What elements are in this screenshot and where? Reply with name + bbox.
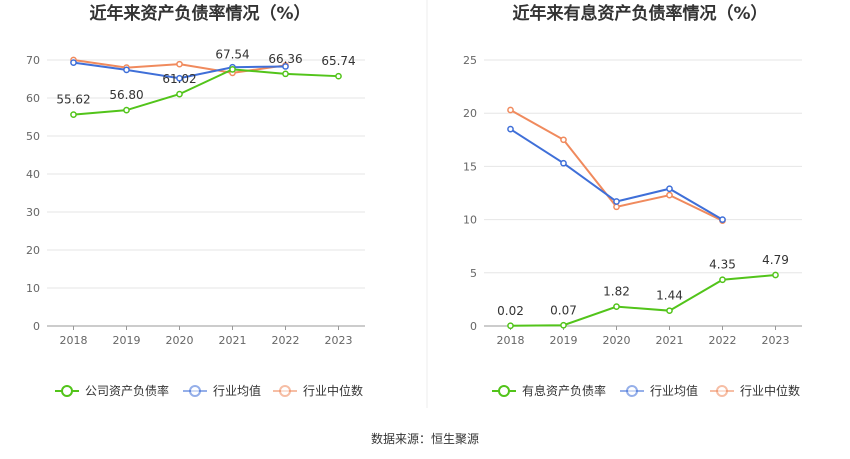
y-tick-label: 10 bbox=[26, 282, 40, 295]
legend-marker bbox=[716, 385, 728, 397]
series-line bbox=[510, 274, 776, 327]
data-label: 0.02 bbox=[497, 304, 524, 318]
data-point bbox=[666, 191, 673, 199]
data-point bbox=[613, 198, 620, 205]
x-tick-label: 2023 bbox=[762, 334, 790, 347]
data-point bbox=[282, 70, 289, 78]
data-point bbox=[560, 136, 567, 144]
x-tick-label: 2018 bbox=[60, 334, 88, 347]
legend-label: 行业中位数 bbox=[303, 383, 363, 398]
x-tick-label: 2021 bbox=[656, 334, 684, 347]
data-point bbox=[719, 276, 726, 284]
x-tick-label: 2019 bbox=[113, 334, 141, 347]
data-label: 65.74 bbox=[321, 54, 355, 68]
y-tick-label: 10 bbox=[463, 214, 477, 227]
series-line bbox=[73, 68, 339, 116]
x-tick-label: 2022 bbox=[272, 334, 300, 347]
data-point bbox=[560, 321, 567, 329]
data-label: 56.80 bbox=[109, 88, 143, 102]
x-tick-label: 2021 bbox=[219, 334, 247, 347]
legend-marker bbox=[61, 385, 73, 397]
data-point bbox=[613, 303, 620, 310]
x-tick-label: 2023 bbox=[325, 334, 353, 347]
y-tick-label: 70 bbox=[26, 54, 40, 67]
data-point bbox=[666, 185, 673, 193]
data-point bbox=[229, 65, 236, 73]
legend-label: 公司资产负债率 bbox=[85, 383, 169, 398]
data-point bbox=[560, 159, 567, 167]
data-point bbox=[666, 307, 673, 315]
y-tick-label: 20 bbox=[26, 244, 40, 257]
data-label: 1.44 bbox=[656, 289, 683, 303]
chart-title: 近年来有息资产负债率情况（%） bbox=[512, 3, 767, 24]
y-tick-label: 15 bbox=[463, 160, 477, 173]
y-tick-label: 0 bbox=[470, 320, 477, 333]
data-label: 4.79 bbox=[762, 253, 789, 267]
data-label: 55.62 bbox=[56, 93, 90, 107]
legend-marker bbox=[279, 385, 291, 397]
data-label: 0.07 bbox=[550, 303, 577, 317]
legend-marker bbox=[498, 385, 510, 397]
x-tick-label: 2020 bbox=[603, 334, 631, 347]
y-tick-label: 5 bbox=[470, 267, 477, 280]
x-tick-label: 2019 bbox=[550, 334, 578, 347]
legend-label: 行业中位数 bbox=[740, 383, 800, 398]
data-point bbox=[507, 125, 514, 133]
debt-ratio-chart: 近年来资产负债率情况（%） 0 10 20 30 40 50 60 70 2018 2019 2020… bbox=[26, 3, 365, 398]
y-tick-label: 60 bbox=[26, 92, 40, 105]
legend-label: 有息资产负债率 bbox=[522, 383, 606, 398]
data-point bbox=[282, 63, 289, 70]
data-point bbox=[772, 271, 779, 279]
x-tick-label: 2020 bbox=[166, 334, 194, 347]
y-tick-label: 25 bbox=[463, 54, 477, 67]
data-point bbox=[176, 90, 183, 98]
data-point bbox=[123, 66, 130, 74]
x-tick-label: 2022 bbox=[709, 334, 737, 347]
data-point bbox=[176, 74, 183, 82]
y-tick-label: 50 bbox=[26, 130, 40, 143]
data-point bbox=[613, 203, 620, 211]
data-point bbox=[176, 60, 183, 68]
data-point bbox=[70, 59, 77, 67]
data-point bbox=[719, 216, 726, 223]
data-source-text: 数据来源：恒生聚源 bbox=[371, 431, 479, 446]
y-tick-label: 20 bbox=[463, 107, 477, 120]
data-label: 61.02 bbox=[162, 72, 196, 86]
legend-label: 行业均值 bbox=[213, 383, 261, 398]
data-point bbox=[335, 72, 342, 80]
y-tick-label: 40 bbox=[26, 168, 40, 181]
chart-title: 近年来资产负债率情况（%） bbox=[89, 3, 310, 24]
data-label: 67.54 bbox=[215, 47, 249, 61]
legend-marker bbox=[626, 385, 638, 397]
legend-marker bbox=[189, 385, 201, 397]
data-label: 1.82 bbox=[603, 285, 630, 299]
data-label: 4.35 bbox=[709, 258, 736, 272]
data-point bbox=[507, 322, 514, 330]
data-point bbox=[507, 106, 514, 114]
interest-debt-ratio-chart: 近年来有息资产负债率情况（%） 0 5 10 15 20 25 2018 2019 2020 202… bbox=[463, 3, 802, 398]
data-label: 66.36 bbox=[268, 52, 302, 66]
y-tick-label: 30 bbox=[26, 206, 40, 219]
y-tick-label: 0 bbox=[33, 320, 40, 333]
x-tick-label: 2018 bbox=[497, 334, 525, 347]
data-point bbox=[70, 111, 77, 118]
data-point bbox=[123, 106, 130, 114]
legend-label: 行业均值 bbox=[650, 383, 698, 398]
